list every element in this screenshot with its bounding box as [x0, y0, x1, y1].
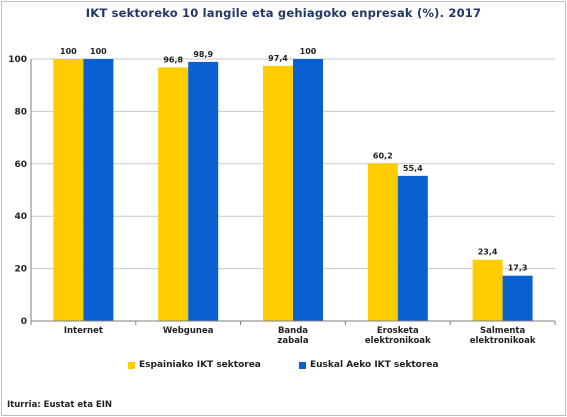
legend-swatch-series-2 — [299, 361, 306, 369]
bar-series-1-4 — [472, 259, 503, 321]
bar-series-1-1 — [158, 67, 189, 321]
y-tick-label-80: 80 — [14, 107, 27, 117]
category-label-1-0: Webgunea — [163, 326, 214, 336]
data-label-series-2-0: 100 — [90, 47, 107, 56]
y-tick-label-0: 0 — [21, 317, 27, 327]
bar-series-2-2 — [293, 59, 323, 321]
category-label-2-1: zabala — [277, 336, 308, 346]
category-label-4-0: Salmenta — [480, 326, 526, 336]
data-label-series-2-1: 98,9 — [193, 50, 213, 59]
data-label-series-1-1: 96,8 — [163, 55, 183, 64]
source-note: Iturria: Eustat eta EIN — [7, 400, 113, 410]
category-label-3-1: elektronikoak — [365, 336, 431, 346]
bar-series-1-2 — [263, 65, 293, 321]
data-label-series-1-4: 23,4 — [478, 248, 498, 257]
category-label-2-0: Banda — [278, 326, 308, 336]
bar-series-2-4 — [502, 275, 533, 321]
data-label-series-1-3: 60,2 — [373, 151, 393, 160]
legend-label-series-2: Euskal Aeko IKT sektorea — [310, 360, 439, 370]
y-tick-label-100: 100 — [8, 55, 27, 65]
category-label-4-1: elektronikoak — [470, 336, 536, 346]
data-label-series-1-0: 100 — [60, 47, 77, 56]
data-label-series-1-2: 97,4 — [268, 54, 288, 63]
y-tick-label-20: 20 — [14, 265, 27, 275]
bar-chart: 0 20 40 60 80 100 100 100 Internet 96,8 98,9 Webgun… — [8, 47, 556, 346]
bar-series-1-3 — [367, 163, 398, 321]
y-tick-label-40: 40 — [14, 212, 27, 222]
legend-item-series-2: Euskal Aeko IKT sektorea — [299, 360, 438, 370]
data-label-series-2-3: 55,4 — [403, 164, 423, 173]
data-label-series-2-4: 17,3 — [508, 264, 528, 273]
bar-series-1-0 — [53, 59, 84, 321]
bar-series-2-3 — [397, 175, 428, 321]
bar-series-2-1 — [188, 61, 219, 322]
y-tick-label-60: 60 — [14, 160, 27, 170]
category-label-3-0: Erosketa — [377, 326, 419, 336]
data-label-series-2-2: 100 — [300, 47, 317, 56]
legend-swatch-series-1 — [128, 361, 135, 369]
bar-series-2-0 — [83, 59, 114, 321]
category-label-0-0: Internet — [64, 326, 103, 336]
legend-label-series-1: Espainiako IKT sektorea — [139, 360, 261, 370]
chart-title: IKT sektoreko 10 langile eta gehiagoko e… — [85, 6, 482, 20]
legend: Espainiako IKT sektorea Euskal Aeko IKT … — [0, 360, 567, 376]
legend-item-series-1: Espainiako IKT sektorea — [128, 360, 261, 370]
